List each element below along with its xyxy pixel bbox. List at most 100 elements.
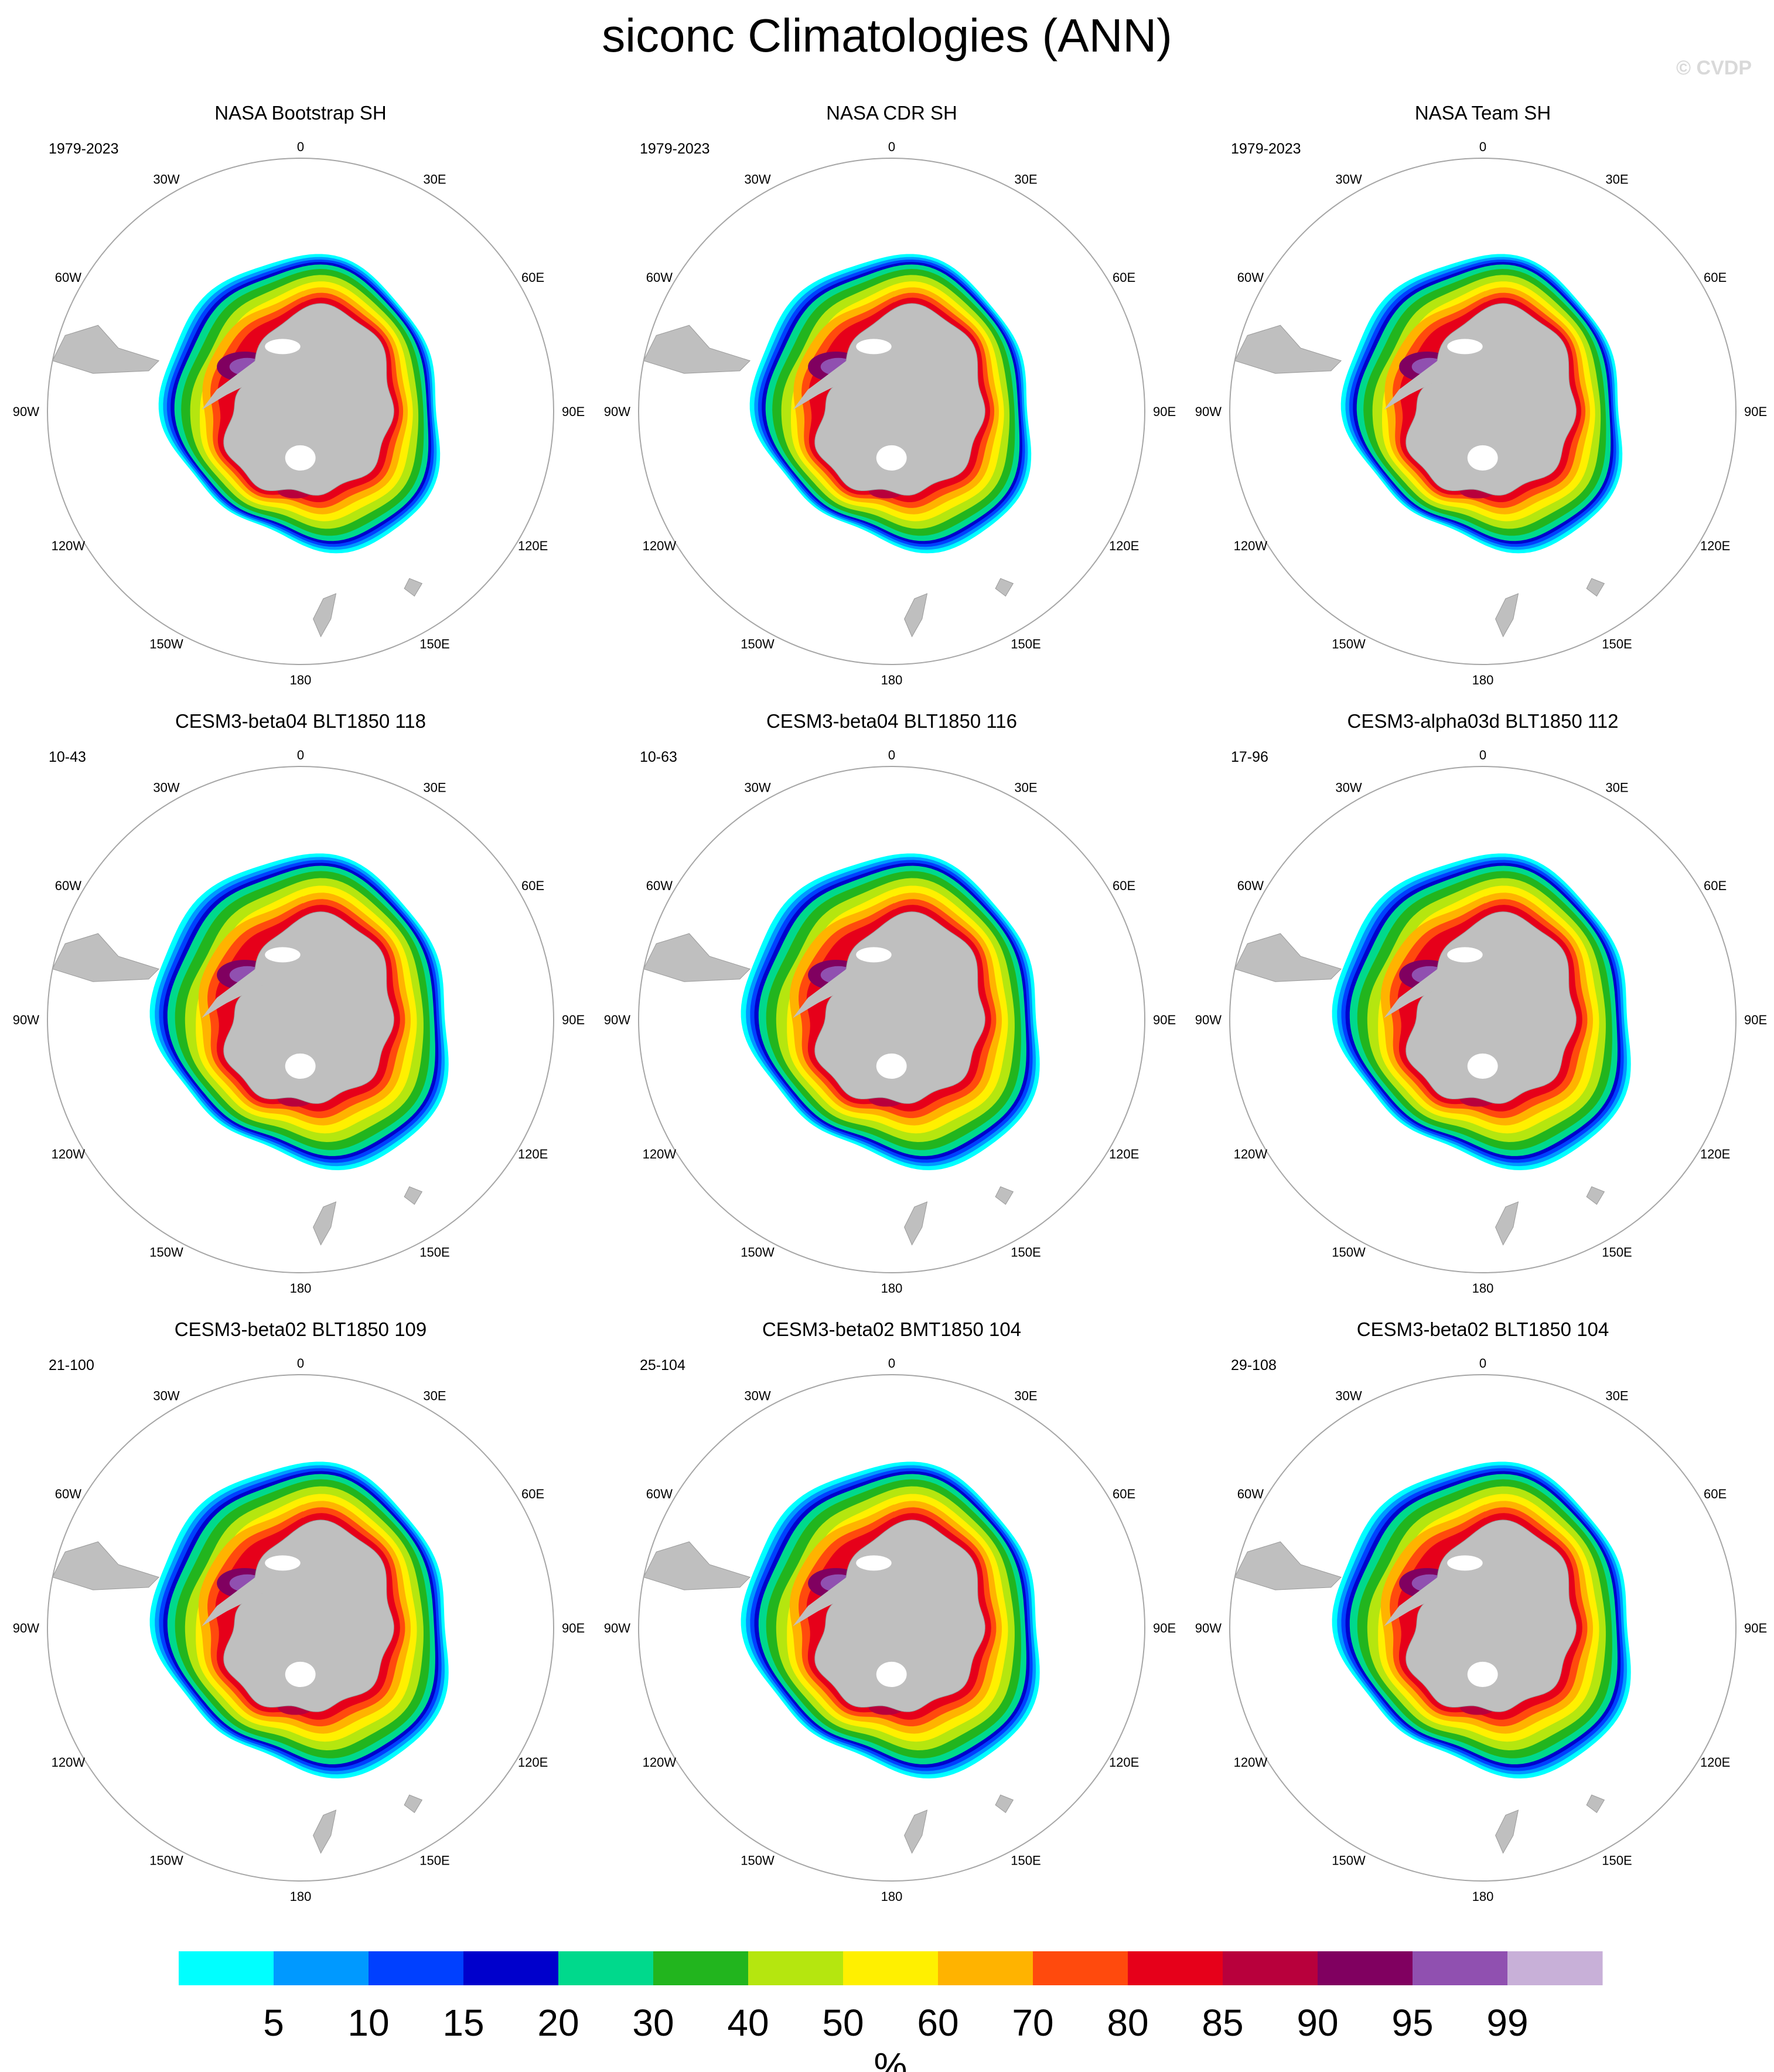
longitude-label: 150E — [419, 1853, 449, 1868]
longitude-label: 180 — [290, 673, 312, 687]
longitude-label: 180 — [1472, 673, 1494, 687]
map-border — [1229, 1374, 1737, 1882]
longitude-label: 180 — [1472, 1281, 1494, 1296]
longitude-label: 120W — [52, 1147, 86, 1161]
ice-shelf — [856, 947, 892, 963]
panel-title: NASA Team SH — [1415, 102, 1551, 124]
new-zealand-landmass — [313, 1201, 337, 1246]
south-america-landmass — [52, 1541, 160, 1590]
panel-title: NASA CDR SH — [826, 102, 957, 124]
map-border — [1229, 766, 1737, 1273]
south-america-landmass — [1234, 1541, 1342, 1590]
longitude-label: 120W — [52, 1755, 86, 1770]
longitude-label: 60W — [55, 1487, 81, 1501]
tasmania-landmass — [995, 578, 1014, 597]
longitude-label: 30W — [1335, 172, 1362, 186]
longitude-label: 30W — [153, 780, 179, 795]
ice-shelf — [265, 339, 301, 355]
antarctic-peninsula — [202, 359, 268, 410]
antarctic-peninsula — [793, 359, 859, 410]
map-border — [638, 766, 1145, 1273]
longitude-label: 90E — [562, 404, 585, 419]
panel-title: CESM3-beta02 BLT1850 109 — [175, 1318, 427, 1340]
panel-period: 1979-2023 — [49, 141, 119, 157]
new-zealand-landmass — [904, 593, 928, 638]
ice-shelf — [876, 1661, 907, 1688]
map-border — [1229, 158, 1737, 665]
longitude-label: 150E — [1011, 1245, 1040, 1260]
longitude-label: 120W — [643, 539, 677, 553]
longitude-label: 30W — [1335, 780, 1362, 795]
panel-title: NASA Bootstrap SH — [214, 102, 386, 124]
longitude-label: 120W — [1234, 539, 1268, 553]
longitude-label: 30W — [153, 1388, 179, 1403]
longitude-label: 60W — [646, 878, 673, 893]
longitude-label: 90W — [13, 1621, 39, 1635]
polar-map — [639, 1375, 1145, 1881]
longitude-label: 60W — [1237, 1487, 1264, 1501]
new-zealand-landmass — [1495, 1809, 1519, 1854]
antarctic-peninsula — [1384, 359, 1450, 410]
polar-map — [1230, 1375, 1736, 1881]
longitude-label: 60W — [646, 1487, 673, 1501]
longitude-label: 120W — [52, 539, 86, 553]
antarctic-peninsula — [793, 967, 859, 1018]
colorbar-swatch — [1413, 1951, 1508, 1985]
longitude-label: 120E — [1109, 1147, 1139, 1161]
longitude-label: 30E — [423, 780, 446, 795]
longitude-label: 180 — [1472, 1889, 1494, 1904]
map-panel: CESM3-alpha03d BLT1850 112 17-96 0 30E 60E 90… — [1195, 710, 1767, 1296]
longitude-label: 30E — [1014, 1388, 1037, 1403]
longitude-label: 30E — [1605, 780, 1628, 795]
panel-title: CESM3-alpha03d BLT1850 112 — [1347, 710, 1619, 732]
panel-period: 10-63 — [640, 749, 677, 765]
ice-shelf — [285, 445, 316, 471]
longitude-label: 180 — [881, 673, 903, 687]
map-panels: NASA Bootstrap SH 1979-2023 0 30E 60E 90E 120E… — [13, 102, 1767, 1904]
panel-period: 17-96 — [1231, 749, 1268, 765]
longitude-label: 60E — [1704, 270, 1727, 285]
longitude-label: 90W — [13, 404, 39, 419]
longitude-label: 0 — [888, 1356, 895, 1371]
panel-title: CESM3-beta02 BMT1850 104 — [762, 1318, 1021, 1340]
antarctic-peninsula — [202, 1575, 268, 1627]
longitude-label: 30E — [423, 1388, 446, 1403]
map-panel: CESM3-beta02 BMT1850 104 25-104 0 30E 60E 90E… — [604, 1318, 1176, 1904]
new-zealand-landmass — [904, 1809, 928, 1854]
panel-period: 1979-2023 — [640, 141, 710, 157]
longitude-label: 150W — [1332, 637, 1366, 652]
panel-period: 25-104 — [640, 1357, 685, 1374]
colorbar-swatch — [843, 1951, 939, 1985]
map-panel: NASA CDR SH 1979-2023 0 30E 60E 90E 120E 150E 18… — [604, 102, 1176, 687]
longitude-label: 90E — [562, 1621, 585, 1635]
longitude-label: 150W — [741, 637, 775, 652]
longitude-label: 120W — [1234, 1755, 1268, 1770]
longitude-label: 30W — [153, 172, 179, 186]
longitude-label: 180 — [881, 1889, 903, 1904]
figure-title: siconc Climatologies (ANN) — [602, 9, 1172, 62]
longitude-label: 150W — [149, 637, 183, 652]
panel-title: CESM3-beta02 BLT1850 104 — [1357, 1318, 1609, 1340]
longitude-label: 90W — [13, 1013, 39, 1027]
longitude-label: 150E — [1011, 637, 1040, 652]
tasmania-landmass — [404, 1186, 423, 1205]
colorbar-label: 99 — [1486, 2002, 1528, 2044]
longitude-label: 0 — [297, 1356, 304, 1371]
longitude-label: 60W — [646, 270, 673, 285]
colorbar-swatch — [748, 1951, 844, 1985]
longitude-label: 90E — [1153, 1013, 1176, 1027]
longitude-label: 90W — [604, 1013, 630, 1027]
colorbar: 5 10 15 20 30 40 50 60 70 80 85 90 95 99% — [179, 1951, 1603, 2072]
longitude-label: 60E — [1704, 1487, 1727, 1501]
map-border — [47, 158, 554, 665]
colorbar-swatch — [1223, 1951, 1318, 1985]
new-zealand-landmass — [313, 593, 337, 638]
longitude-label: 60E — [1113, 270, 1135, 285]
colorbar-swatch — [463, 1951, 559, 1985]
tasmania-landmass — [995, 1794, 1014, 1814]
colorbar-label: 5 — [263, 2002, 284, 2044]
antarctic-peninsula — [1384, 967, 1450, 1018]
longitude-label: 90W — [1195, 404, 1222, 419]
colorbar-label: 85 — [1202, 2002, 1243, 2044]
ice-shelf — [1447, 339, 1483, 355]
